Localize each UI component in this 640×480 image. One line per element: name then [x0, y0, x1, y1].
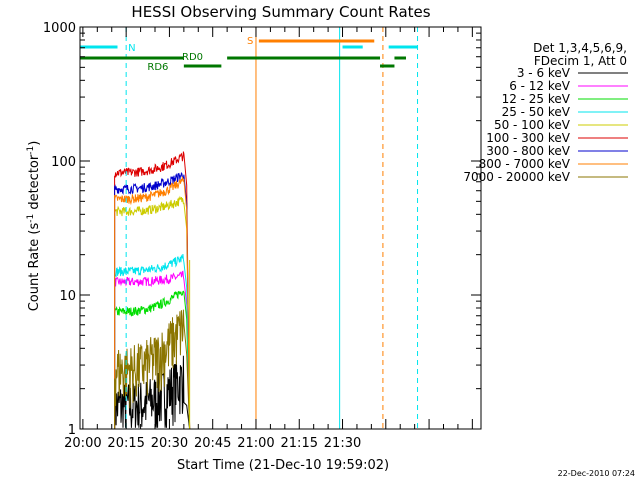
y-axis-label-main: Count Rate (s: [27, 223, 42, 312]
x-axis-label: Start Time (21-Dec-10 19:59:02): [177, 458, 389, 473]
legend-label: 25 - 50 keV: [502, 105, 571, 119]
y-axis-label-sup2: -1: [26, 146, 36, 155]
y-tick-label: 1000: [43, 21, 76, 36]
series-line-2: [114, 270, 191, 430]
x-tick-label: 21:30: [324, 436, 361, 451]
legend-label: 6 - 12 keV: [509, 79, 571, 93]
x-tick-label: 20:00: [64, 436, 101, 451]
plot-frame: [79, 26, 482, 430]
series-line-7: [114, 171, 191, 430]
legend-label: 12 - 25 keV: [502, 92, 571, 106]
series-line-4: [114, 254, 191, 430]
annotation-n: N: [128, 43, 135, 54]
legend-label: 7000 - 20000 keV: [463, 170, 570, 184]
x-tick-label: 21:00: [237, 436, 274, 451]
legend-label: 100 - 300 keV: [486, 131, 570, 145]
annotation-rd0: RD0: [182, 52, 203, 63]
y-axis-label-sup1: -1: [26, 214, 36, 223]
chart-title: HESSI Observing Summary Count Rates: [131, 3, 430, 21]
footer-date: 22-Dec-2010 07:24: [558, 469, 635, 478]
legend-label: 800 - 7000 keV: [479, 157, 571, 171]
series-line-8: [114, 176, 191, 430]
y-axis-label-mid: detector: [27, 154, 42, 214]
annotation-s: S: [247, 36, 253, 47]
legend-header-2: FDecim 1, Att 0: [534, 54, 627, 68]
legend-header-1: Det 1,3,4,5,6,9,: [533, 41, 627, 55]
y-tick-label: 1: [68, 423, 76, 438]
legend-label: 50 - 100 keV: [494, 118, 571, 132]
y-axis-label-end: ): [27, 141, 42, 146]
series-line-3: [114, 290, 191, 430]
x-tick-label: 20:45: [194, 436, 231, 451]
x-tick-label: 21:15: [281, 436, 318, 451]
y-tick-label: 100: [51, 155, 76, 170]
x-tick-label: 20:15: [107, 436, 144, 451]
legend-label: 3 - 6 keV: [517, 66, 571, 80]
annotation-rd6: RD6: [147, 62, 168, 73]
y-tick-label: 10: [59, 289, 76, 304]
legend-label: 300 - 800 keV: [486, 144, 570, 158]
y-axis-label: Count Rate (s-1 detector-1): [26, 141, 42, 312]
x-tick-label: 20:30: [151, 436, 188, 451]
